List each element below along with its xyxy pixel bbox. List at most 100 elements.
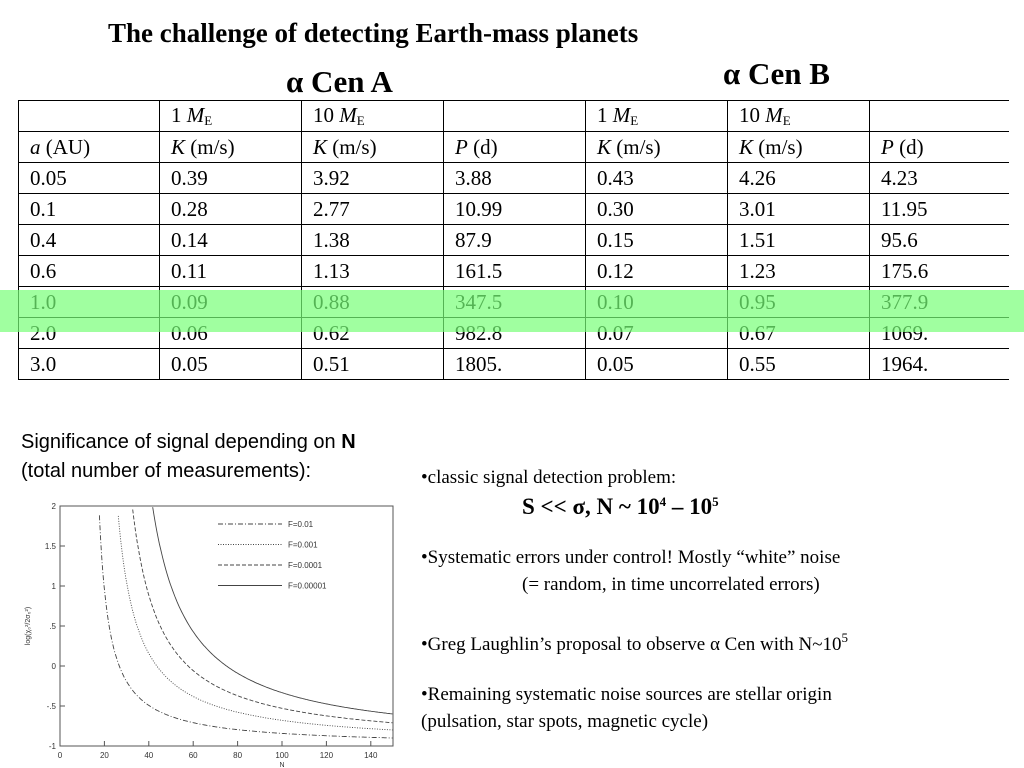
y-tick-label: 1 (52, 582, 57, 591)
header-cell (869, 100, 1009, 132)
table-row: 0.6 0.11 1.13 161.5 0.12 1.23 175.6 (18, 255, 1009, 287)
table-cell: 3.0 (18, 348, 160, 380)
plot-frame (59, 505, 394, 747)
x-tick-label: 80 (233, 751, 242, 760)
header-cell: P (d) (869, 131, 1009, 163)
significance-line1: Significance of signal depending on (21, 431, 342, 453)
x-tick-label: 40 (144, 751, 153, 760)
header-cell: 1 ME (585, 100, 728, 132)
table-cell: 0.67 (727, 317, 870, 349)
table-cell: 0.05 (18, 162, 160, 194)
table-cell: 0.39 (159, 162, 302, 194)
planet-table: 1 ME 10 ME 1 ME 10 ME a (AU) K (m/s) K (… (18, 100, 1009, 380)
table-row: 0.1 0.28 2.77 10.99 0.30 3.01 11.95 (18, 193, 1009, 225)
formula: S << σ, N ~ 104 – 105 (522, 494, 719, 519)
table-cell: 175.6 (869, 255, 1009, 287)
table-cell: 1805. (443, 348, 586, 380)
bullet-systematic-sub: (= random, in time uncorrelated errors) (522, 574, 820, 595)
header-cell (18, 100, 160, 132)
y-tick-label: 2 (52, 502, 57, 511)
table-cell: 3.88 (443, 162, 586, 194)
y-tick-label: .5 (49, 622, 56, 631)
table-cell: 3.01 (727, 193, 870, 225)
y-tick-label: -.5 (47, 702, 57, 711)
table-header-row: 1 ME 10 ME 1 ME 10 ME (18, 100, 1009, 132)
table-cell: 0.28 (159, 193, 302, 225)
table-cell: 1.13 (301, 255, 444, 287)
table-cell: 4.26 (727, 162, 870, 194)
table-row: 3.0 0.05 0.51 1805. 0.05 0.55 1964. (18, 348, 1009, 380)
significance-chart: 0 20 40 60 80 100 120 140 -1 -.5 0 .5 1 1.5 2 Nlog(χ₀²/… (25, 502, 394, 768)
bullet-remaining: •Remaining systematic noise sources are … (421, 684, 832, 705)
table-cell: 161.5 (443, 255, 586, 287)
slide-title: The challenge of detecting Earth-mass pl… (108, 18, 639, 48)
legend-label: F=0.00001 (288, 582, 327, 591)
table-cell: 0.51 (301, 348, 444, 380)
table-cell: 982.8 (443, 317, 586, 349)
table-cell: 0.05 (159, 348, 302, 380)
header-cell (443, 100, 586, 132)
table-cell: 1069. (869, 317, 1009, 349)
table-cell: 0.12 (585, 255, 728, 287)
table-cell: 1.0 (18, 286, 160, 318)
table-cell: 2.77 (301, 193, 444, 225)
table-cell: 0.30 (585, 193, 728, 225)
x-tick-label: 100 (275, 751, 289, 760)
header-cell: K (m/s) (159, 131, 302, 163)
table-cell: 0.6 (18, 255, 160, 287)
y-tick-label: 1.5 (45, 542, 57, 551)
x-tick-label: 140 (364, 751, 378, 760)
header-cell: K (m/s) (585, 131, 728, 163)
header-cell: 10 ME (727, 100, 870, 132)
star-a-heading: α Cen A (286, 64, 393, 99)
bullet-laughlin: •Greg Laughlin’s proposal to observe α C… (421, 630, 849, 655)
header-cell: a (AU) (18, 131, 160, 163)
x-tick-label: 60 (189, 751, 198, 760)
star-b-heading: α Cen B (723, 56, 830, 91)
table-cell: 0.4 (18, 224, 160, 256)
table-cell: 0.95 (727, 286, 870, 318)
table-cell: 0.62 (301, 317, 444, 349)
table-cell: 2.0 (18, 317, 160, 349)
series-line (98, 515, 393, 739)
table-cell: 87.9 (443, 224, 586, 256)
table-cell: 0.14 (159, 224, 302, 256)
table-cell: 1964. (869, 348, 1009, 380)
table-cell: 0.05 (585, 348, 728, 380)
bullet-systematic: •Systematic errors under control! Mostly… (421, 547, 841, 568)
legend-label: F=0.01 (288, 520, 314, 529)
table-row: 2.0 0.06 0.62 982.8 0.07 0.67 1069. (18, 317, 1009, 349)
table-row: 1.0 0.09 0.88 347.5 0.10 0.95 377.9 (18, 286, 1009, 318)
table-cell: 0.11 (159, 255, 302, 287)
table-cell: 347.5 (443, 286, 586, 318)
x-tick-label: 20 (100, 751, 109, 760)
table-cell: 0.10 (585, 286, 728, 318)
significance-n: N (341, 431, 356, 453)
header-cell: K (m/s) (301, 131, 444, 163)
y-tick-label: -1 (49, 742, 57, 751)
table-cell: 10.99 (443, 193, 586, 225)
table-cell: 0.88 (301, 286, 444, 318)
table-cell: 0.15 (585, 224, 728, 256)
table-cell: 0.06 (159, 317, 302, 349)
bullet-remaining-sub: (pulsation, star spots, magnetic cycle) (421, 711, 709, 732)
table-cell: 11.95 (869, 193, 1009, 225)
significance-text: Significance of signal depending on N (t… (21, 428, 356, 486)
table-units-row: a (AU) K (m/s) K (m/s) P (d) K (m/s) K (… (18, 131, 1009, 163)
table-cell: 1.38 (301, 224, 444, 256)
table-cell: 3.92 (301, 162, 444, 194)
table-body: 0.05 0.39 3.92 3.88 0.43 4.26 4.23 0.1 0.28 2.77 1… (18, 162, 1009, 380)
table-cell: 4.23 (869, 162, 1009, 194)
table-cell: 0.09 (159, 286, 302, 318)
series-line (152, 507, 393, 715)
table-cell: 377.9 (869, 286, 1009, 318)
table-cell: 0.1 (18, 193, 160, 225)
table-row: 0.05 0.39 3.92 3.88 0.43 4.26 4.23 (18, 162, 1009, 194)
y-tick-label: 0 (52, 662, 57, 671)
table-cell: 95.6 (869, 224, 1009, 256)
series-line (117, 515, 393, 731)
y-axis-label: log(χ₀²/2σ₀²) (25, 607, 32, 645)
table-cell: 0.07 (585, 317, 728, 349)
legend-label: F=0.001 (288, 541, 318, 550)
bullet-classic: •classic signal detection problem: (421, 467, 677, 488)
